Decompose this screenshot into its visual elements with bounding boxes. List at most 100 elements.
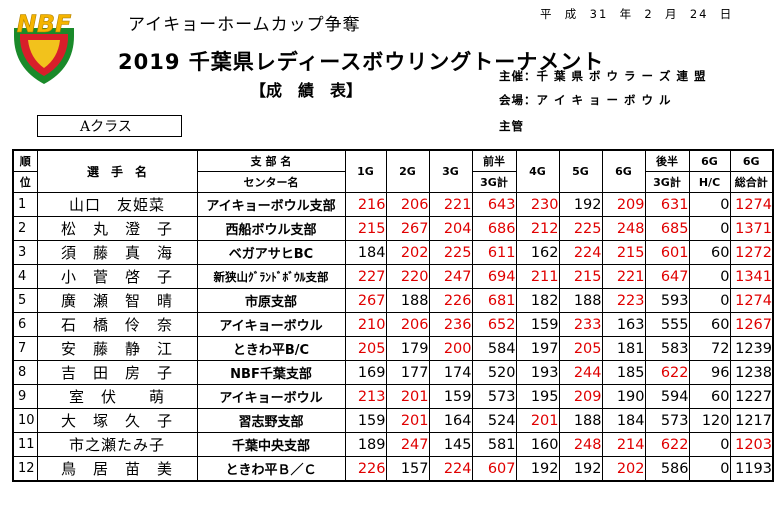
- score-cell: 192: [515, 456, 560, 482]
- score-cell: 201: [385, 384, 430, 409]
- score-cell: 1203: [729, 432, 774, 457]
- branch-cell: 新狭山ｸﾞﾗﾝﾄﾞﾎﾞｳﾙ支部: [196, 264, 346, 289]
- player-name-cell: 大 塚 久 子: [36, 408, 198, 433]
- score-cell: 206: [385, 192, 430, 217]
- player-name-cell: 安 藤 静 江: [36, 336, 198, 361]
- results-body: 1 山口 友姫菜 アイキョーボウル支部 216 206 221 643 230 192 209 63…: [12, 192, 774, 482]
- score-cell: 223: [601, 288, 646, 313]
- player-name-cell: 小 菅 啓 子: [36, 264, 198, 289]
- score-cell: 681: [471, 288, 517, 313]
- score-cell: 1239: [729, 336, 774, 361]
- branch-cell: アイキョーボウル: [196, 312, 346, 337]
- score-cell: 0: [688, 456, 731, 482]
- score-cell: 601: [644, 240, 690, 265]
- rank-cell: 1: [12, 192, 38, 217]
- score-cell: 226: [344, 456, 387, 482]
- player-name-cell: 吉 田 房 子: [36, 360, 198, 385]
- score-cell: 215: [558, 264, 603, 289]
- score-cell: 622: [644, 432, 690, 457]
- score-cell: 188: [385, 288, 430, 313]
- score-cell: 1341: [729, 264, 774, 289]
- score-cell: 233: [558, 312, 603, 337]
- branch-cell: 千葉中央支部: [196, 432, 346, 457]
- score-cell: 593: [644, 288, 690, 313]
- branch-cell: アイキョーボウル支部: [196, 192, 346, 217]
- score-cell: 215: [344, 216, 387, 241]
- venue-label: 会場：: [499, 93, 537, 107]
- sponsor-label: 主管: [499, 119, 524, 133]
- score-cell: 200: [428, 336, 473, 361]
- score-cell: 206: [385, 312, 430, 337]
- score-cell: 227: [344, 264, 387, 289]
- score-cell: 184: [344, 240, 387, 265]
- col-first-half-top: 前半: [471, 149, 517, 172]
- score-cell: 214: [601, 432, 646, 457]
- score-cell: 209: [558, 384, 603, 409]
- score-cell: 185: [601, 360, 646, 385]
- organizer-line: 主催：千 葉 県 ボ ウ ラ ー ズ 連 盟: [499, 68, 707, 84]
- class-label: Aクラス: [37, 115, 182, 137]
- score-cell: 0: [688, 192, 731, 217]
- event-date: 平 成 31 年 2 月 24 日: [540, 7, 734, 21]
- score-cell: 221: [428, 192, 473, 217]
- header-row-bottom: 位 センター名 3G計 3G計 H/C 総合計: [12, 171, 774, 193]
- rank-cell: 6: [12, 312, 38, 337]
- score-cell: 225: [428, 240, 473, 265]
- score-cell: 169: [344, 360, 387, 385]
- score-cell: 583: [644, 336, 690, 361]
- score-cell: 220: [385, 264, 430, 289]
- score-cell: 643: [471, 192, 517, 217]
- score-cell: 189: [344, 432, 387, 457]
- col-hc-bottom: H/C: [688, 171, 731, 193]
- score-cell: 202: [385, 240, 430, 265]
- score-cell: 225: [558, 216, 603, 241]
- page-title: 2019 千葉県レディースボウリングトーナメント: [118, 50, 605, 74]
- score-cell: 181: [601, 336, 646, 361]
- score-cell: 205: [344, 336, 387, 361]
- score-cell: 247: [385, 432, 430, 457]
- score-cell: 145: [428, 432, 473, 457]
- col-g4: 4G: [515, 149, 560, 193]
- branch-cell: アイキョーボウル: [196, 384, 346, 409]
- score-cell: 1193: [729, 456, 774, 482]
- venue-line: 会場：ア イ キ ョ ー ボ ウ ル: [499, 92, 672, 108]
- rank-cell: 7: [12, 336, 38, 361]
- table-row: 1 山口 友姫菜 アイキョーボウル支部 216 206 221 643 230 192 209 63…: [12, 192, 774, 217]
- col-second-half-top: 後半: [644, 149, 690, 172]
- branch-cell: ベガアサヒBC: [196, 240, 346, 265]
- table-row: 12 鳥 居 苗 美ときわ平Ｂ／Ｃ 226 157 224 607 192 192 202 586…: [12, 456, 774, 482]
- score-cell: 201: [385, 408, 430, 433]
- score-cell: 210: [344, 312, 387, 337]
- score-cell: 192: [558, 456, 603, 482]
- score-cell: 694: [471, 264, 517, 289]
- col-first-half-bottom: 3G計: [471, 171, 517, 193]
- score-cell: 611: [471, 240, 517, 265]
- rank-cell: 4: [12, 264, 38, 289]
- score-cell: 586: [644, 456, 690, 482]
- score-cell: 174: [428, 360, 473, 385]
- score-cell: 179: [385, 336, 430, 361]
- score-cell: 686: [471, 216, 517, 241]
- score-cell: 213: [344, 384, 387, 409]
- score-cell: 581: [471, 432, 517, 457]
- score-cell: 164: [428, 408, 473, 433]
- score-cell: 594: [644, 384, 690, 409]
- score-cell: 652: [471, 312, 517, 337]
- score-cell: 607: [471, 456, 517, 482]
- score-cell: 190: [601, 384, 646, 409]
- score-cell: 72: [688, 336, 731, 361]
- col-g5: 5G: [558, 149, 603, 193]
- venue-value: ア イ キ ョ ー ボ ウ ル: [536, 93, 672, 107]
- score-cell: 685: [644, 216, 690, 241]
- score-cell: 248: [601, 216, 646, 241]
- score-cell: 215: [601, 240, 646, 265]
- col-total-top: 6G: [729, 149, 774, 172]
- col-second-half-bottom: 3G計: [644, 171, 690, 193]
- score-cell: 216: [344, 192, 387, 217]
- col-hc-top: 6G: [688, 149, 731, 172]
- score-cell: 224: [428, 456, 473, 482]
